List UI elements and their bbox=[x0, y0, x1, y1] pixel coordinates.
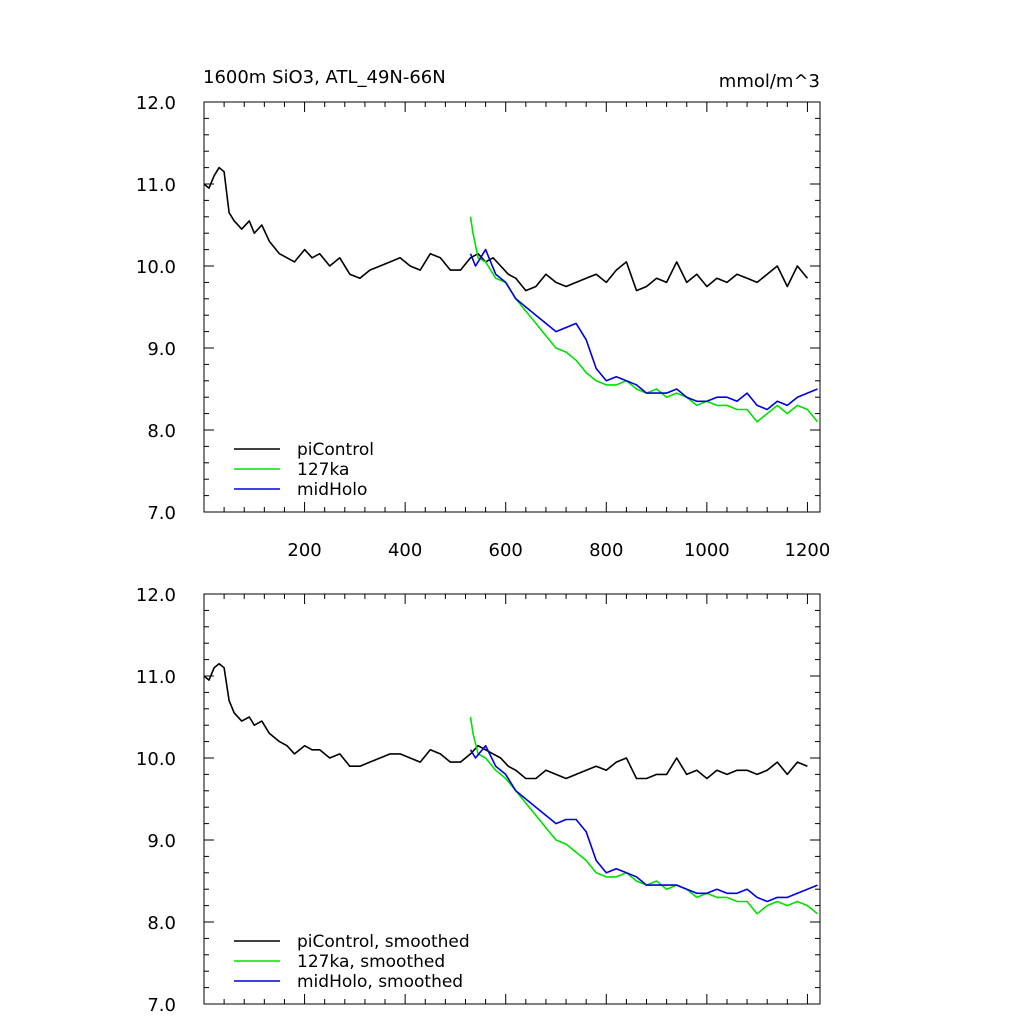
bottom-ytick-label: 7.0 bbox=[147, 995, 176, 1016]
bottom-ytick-label: 12.0 bbox=[136, 585, 176, 606]
top-xtick-label: 400 bbox=[388, 540, 422, 561]
bottom-series-line-2 bbox=[469, 716, 819, 915]
top-ytick-label: 7.0 bbox=[147, 503, 176, 524]
top-plot-frame bbox=[203, 101, 821, 513]
bottom-series-layer bbox=[203, 662, 819, 915]
top-legend-label-2: 127ka bbox=[297, 460, 349, 480]
top-xtick-label: 600 bbox=[489, 540, 523, 561]
bottom-ytick-label: 8.0 bbox=[147, 913, 176, 934]
bottom-legend-label-1: piControl, smoothed bbox=[297, 932, 470, 952]
top-xtick-label: 1000 bbox=[684, 540, 730, 561]
bottom-tick-labels-layer: 7.0 8.0 9.0 10.0 11.0 12.0 bbox=[136, 585, 176, 1016]
top-tick-labels-layer: 7.0 8.0 9.0 10.0 11.0 12.0 200 400 600 800 1000 120… bbox=[136, 93, 830, 561]
top-ticks-layer bbox=[204, 101, 820, 513]
bottom-ytick-label: 9.0 bbox=[147, 831, 176, 852]
top-legend-label-1: piControl bbox=[297, 440, 374, 460]
top-legend-label-3: midHolo bbox=[297, 480, 367, 500]
top-ytick-label: 10.0 bbox=[136, 257, 176, 278]
bottom-ytick-label: 11.0 bbox=[136, 667, 176, 688]
bottom-legend-label-2: 127ka, smoothed bbox=[297, 952, 445, 972]
top-ytick-label: 9.0 bbox=[147, 339, 176, 360]
top-series-line-3 bbox=[469, 248, 818, 411]
bottom-ticks-layer bbox=[204, 593, 820, 1005]
bottom-series-line-1 bbox=[203, 662, 808, 780]
top-series-line-1 bbox=[203, 166, 809, 292]
top-xtick-label: 1200 bbox=[785, 540, 831, 561]
bottom-plot-frame bbox=[203, 593, 821, 1005]
chart-title: 1600m SiO3, ATL_49N-66N bbox=[203, 67, 446, 88]
top-series-layer bbox=[203, 166, 819, 423]
bottom-panel: 7.0 8.0 9.0 10.0 11.0 12.0 piControl, smoothe… bbox=[136, 585, 821, 1016]
units-label: mmol/m^3 bbox=[719, 71, 820, 92]
bottom-legend-label-3: midHolo, smoothed bbox=[297, 972, 463, 992]
bottom-series-line-3 bbox=[469, 744, 818, 903]
bottom-ytick-label: 10.0 bbox=[136, 749, 176, 770]
top-ytick-label: 11.0 bbox=[136, 175, 176, 196]
top-ytick-label: 12.0 bbox=[136, 93, 176, 114]
top-panel: 7.0 8.0 9.0 10.0 11.0 12.0 200 400 600 800 1000 120… bbox=[136, 93, 830, 561]
top-xtick-label: 200 bbox=[287, 540, 321, 561]
top-ytick-label: 8.0 bbox=[147, 421, 176, 442]
top-xtick-label: 800 bbox=[589, 540, 623, 561]
